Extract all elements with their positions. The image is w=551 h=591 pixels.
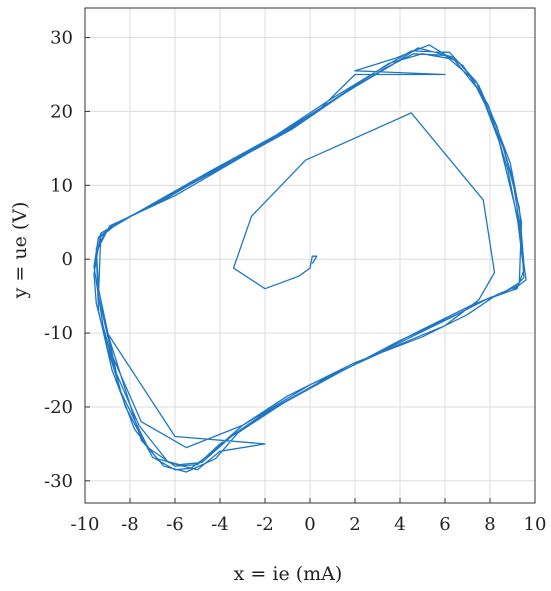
x-tick-label: 4 [394,514,405,535]
x-tick-label: 0 [304,514,315,535]
series-line-1 [93,44,527,473]
x-axis-title: x = ie (mA) [234,563,343,585]
x-tick-label: -6 [166,514,184,535]
x-tick-label: 6 [439,514,450,535]
x-tick-label: -10 [71,514,100,535]
x-tick-label: 8 [484,514,495,535]
y-axis-title: y = ue (V) [9,202,31,300]
y-tick-label: 0 [62,249,73,270]
y-tick-label: 20 [50,101,73,122]
y-tick-label: -20 [44,397,73,418]
y-tick-label: -10 [44,323,73,344]
plot-frame [84,7,536,504]
y-tick-label: -30 [44,471,73,492]
x-tick-label: 2 [349,514,360,535]
plot-area [93,44,527,473]
x-tick-label: -8 [121,514,139,535]
x-tick-label: -4 [211,514,229,535]
x-tick-label: 10 [524,514,547,535]
x-tick-label: -2 [256,514,274,535]
y-tick-label: 10 [50,175,73,196]
y-tick-label: 30 [50,28,73,49]
